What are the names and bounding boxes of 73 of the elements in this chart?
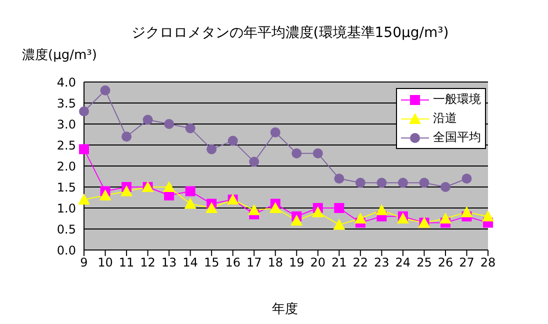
point: [79, 144, 89, 154]
point: [163, 181, 176, 192]
point: [440, 182, 450, 192]
point: [312, 206, 324, 218]
point: [290, 214, 303, 226]
point: [376, 178, 387, 188]
point: [120, 185, 133, 196]
point: [248, 204, 260, 216]
point: [99, 189, 112, 200]
point: [312, 148, 323, 158]
point: [376, 204, 388, 216]
legend-label: 沿道: [433, 110, 457, 127]
x-tick-label: 24: [395, 256, 411, 270]
point: [355, 178, 366, 188]
x-tick-label: 26: [438, 256, 454, 270]
point: [185, 186, 196, 196]
point: [334, 203, 344, 213]
x-tick-label: 15: [204, 256, 220, 270]
y-tick-label: 1.0: [56, 201, 76, 216]
point: [79, 106, 89, 116]
point: [206, 144, 217, 154]
x-tick-label: 12: [140, 256, 156, 270]
point: [460, 206, 473, 218]
point: [462, 174, 472, 184]
x-tick-label: 22: [352, 256, 368, 270]
point: [292, 148, 302, 158]
x-tick-label: 9: [80, 256, 88, 270]
point: [100, 85, 110, 96]
y-tick-label: 2.5: [56, 138, 76, 152]
x-tick-label: 23: [374, 256, 390, 270]
point: [122, 132, 132, 142]
x-tick-label: 28: [480, 256, 496, 270]
point: [270, 127, 280, 138]
chart-title: ジクロロメタンの年平均濃度(環境基準150μg/m³): [130, 24, 450, 42]
x-tick-label: 11: [118, 256, 134, 270]
point: [78, 194, 90, 205]
y-tick-label: 3.5: [56, 96, 76, 110]
point: [354, 212, 366, 224]
point: [164, 119, 174, 129]
point: [249, 156, 260, 167]
y-tick-label: 1.5: [56, 180, 76, 194]
y-tick-label: 2.0: [56, 159, 76, 174]
point: [184, 198, 196, 209]
x-tick-label: 27: [459, 256, 474, 270]
x-tick-label: 13: [161, 256, 177, 270]
x-tick-label: 16: [225, 256, 240, 270]
x-tick-label: 19: [288, 256, 304, 270]
point: [206, 202, 218, 213]
point: [419, 178, 430, 188]
x-tick-label: 18: [268, 256, 284, 270]
x-tick-label: 25: [416, 256, 432, 270]
x-tick-label: 20: [310, 256, 326, 270]
point: [185, 123, 196, 134]
x-tick-label: 17: [246, 256, 262, 270]
y-tick-label: 3.0: [56, 117, 76, 132]
point: [228, 136, 238, 146]
point: [333, 218, 346, 230]
point: [398, 178, 408, 188]
x-tick-label: 21: [332, 256, 347, 270]
y-axis-title: 濃度(μg/m³): [22, 47, 97, 64]
legend-label: 一般環境: [433, 91, 481, 108]
y-tick-label: 4.0: [56, 75, 76, 90]
point: [439, 212, 452, 224]
point: [334, 174, 344, 184]
x-tick-label: 10: [98, 256, 113, 270]
legend-label: 全国平均: [433, 129, 481, 146]
x-tick-label: 14: [182, 256, 198, 270]
y-tick-label: 0.5: [56, 222, 76, 236]
point: [482, 210, 494, 222]
y-tick-label: 0.0: [56, 243, 76, 258]
point: [269, 202, 282, 213]
x-axis-title: 年度: [271, 301, 299, 318]
point: [142, 114, 153, 125]
